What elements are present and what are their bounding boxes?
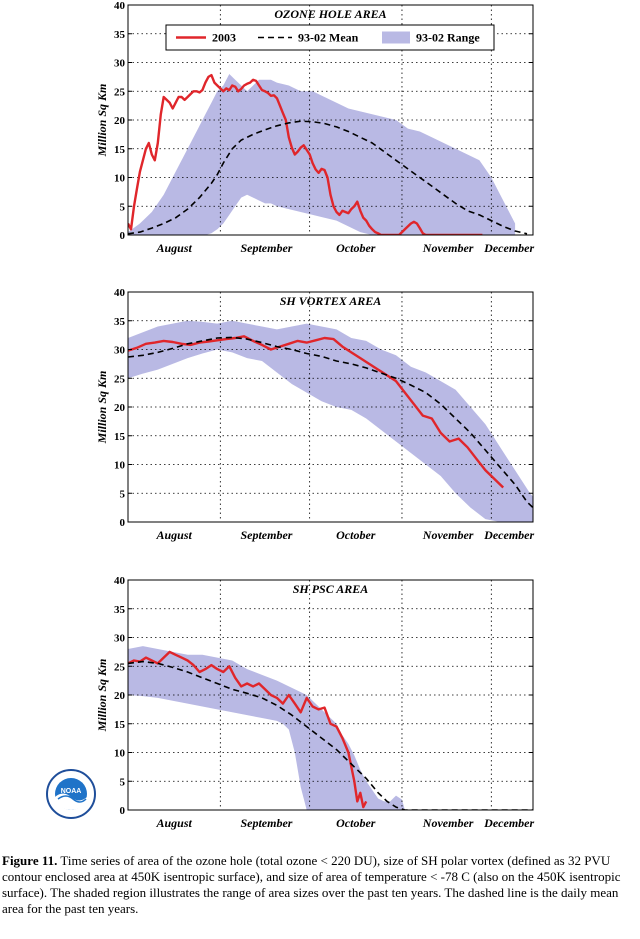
y-axis-label: Million Sq Km [95, 84, 109, 158]
y-tick-label: 35 [114, 316, 126, 328]
legend-label: 93-02 Range [416, 31, 480, 45]
y-tick-label: 40 [114, 575, 126, 587]
chart-panel-2: 0 5 10 15 20 25 30 35 40 August September October No… [95, 287, 534, 542]
figure-caption: Figure 11. Time series of area of the oz… [2, 853, 638, 917]
legend: 2003 93-02 Mean 93-02 Range [165, 24, 495, 51]
y-tick-label: 5 [120, 201, 126, 213]
legend-label: 93-02 Mean [298, 31, 359, 45]
mean-line [128, 336, 533, 509]
y-tick-label: 0 [120, 805, 126, 817]
y-tick-label: 30 [114, 345, 126, 357]
chart-panel-3: 0 5 10 15 20 25 30 35 40 August September October No… [95, 575, 534, 830]
y-tick-label: 40 [114, 287, 126, 299]
y-tick-label: 25 [114, 86, 126, 98]
y-axis-label: Million Sq Km [95, 371, 109, 445]
y-tick-label: 20 [114, 115, 126, 127]
y-tick-label: 30 [114, 58, 126, 70]
x-month-label: November [422, 816, 474, 830]
y-tick-label: 0 [120, 230, 126, 242]
y-tick-label: 10 [114, 748, 126, 760]
mean-line [128, 660, 533, 810]
mean-line [128, 120, 528, 235]
x-month-label: August [155, 528, 192, 542]
x-month-label: December [483, 241, 534, 255]
x-month-label: August [155, 816, 192, 830]
y-tick-label: 15 [114, 431, 126, 443]
legend-swatch-range [382, 31, 410, 44]
x-month-label: October [336, 241, 376, 255]
figure-label: Figure 11. [2, 853, 58, 868]
y-axis-label: Million Sq Km [95, 659, 109, 733]
y-tick-label: 25 [114, 661, 126, 673]
y-tick-label: 5 [120, 776, 126, 788]
x-month-label: September [240, 528, 292, 542]
panel-title: OZONE HOLE AREA [274, 7, 386, 21]
y-tick-label: 15 [114, 719, 126, 731]
panel-title: SH PSC AREA [293, 582, 369, 596]
range-band [128, 74, 516, 235]
charts-figure: 0 5 10 15 20 25 30 35 40 August September October No… [95, 0, 534, 830]
x-month-label: November [422, 241, 474, 255]
noaa-logo-icon: NOAA [46, 769, 96, 819]
y-tick-label: 35 [114, 29, 126, 41]
legend-box [165, 24, 495, 51]
y-tick-label: 10 [114, 460, 126, 472]
y-tick-label: 20 [114, 690, 126, 702]
legend-label: 2003 [212, 31, 236, 45]
range-band [128, 646, 405, 810]
figure-caption-text: Time series of area of the ozone hole (t… [2, 853, 621, 916]
y-tick-label: 5 [120, 488, 126, 500]
x-month-label: December [483, 528, 534, 542]
x-month-label: November [422, 528, 474, 542]
panel-title: SH VORTEX AREA [280, 294, 382, 308]
x-month-label: August [155, 241, 192, 255]
range-band [128, 320, 533, 522]
y-tick-label: 10 [114, 173, 126, 185]
chart-panel-1: 0 5 10 15 20 25 30 35 40 August September October No… [95, 0, 534, 255]
y-tick-label: 40 [114, 0, 126, 12]
y-tick-label: 20 [114, 402, 126, 414]
logo-text: NOAA [61, 788, 82, 795]
current-year-line [128, 650, 368, 809]
x-month-label: September [240, 241, 292, 255]
x-month-label: October [336, 528, 376, 542]
x-month-label: October [336, 816, 376, 830]
y-tick-label: 0 [120, 517, 126, 529]
y-tick-label: 25 [114, 373, 126, 385]
x-month-label: September [240, 816, 292, 830]
y-tick-label: 30 [114, 633, 126, 645]
y-tick-label: 15 [114, 144, 126, 156]
current-year-line [128, 73, 483, 235]
y-tick-label: 35 [114, 604, 126, 616]
current-year-line [128, 335, 505, 489]
x-month-label: December [483, 816, 534, 830]
